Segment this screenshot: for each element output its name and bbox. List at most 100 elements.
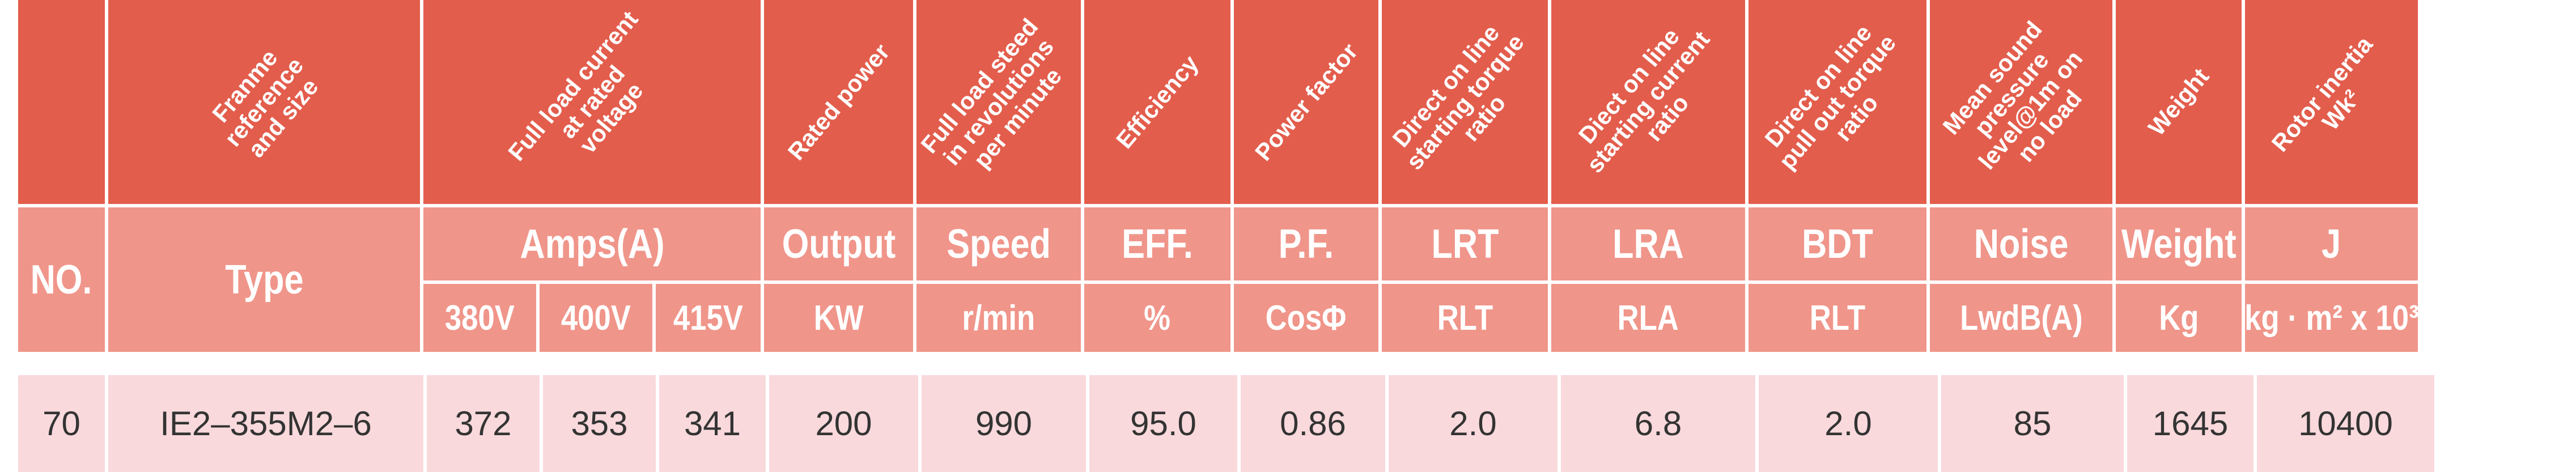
label-line: Efficiency — [1110, 50, 1204, 154]
data-cell: 6.8 — [1561, 375, 1755, 472]
cell-text: 2.0 — [1449, 405, 1497, 443]
column-name: LRT — [1431, 221, 1499, 267]
header-cell: Full load steed in revolutions per minute — [916, 0, 1081, 204]
header-cell: Mean sound pressure level@1m on no load — [1930, 0, 2112, 204]
cell-text: 10400 — [2298, 405, 2393, 443]
rotated-label: Weight — [2142, 63, 2214, 141]
data-cell: 2.0 — [1759, 375, 1938, 472]
column-unit: RLT — [1809, 298, 1866, 338]
header-cell: LwdB(A) — [1930, 284, 2112, 352]
data-cell: 990 — [922, 375, 1086, 472]
data-cell: 341 — [659, 375, 766, 472]
rotated-label: Efficiency — [1110, 50, 1204, 154]
header-cell: RLT — [1749, 284, 1926, 352]
header-cell: RLA — [1551, 284, 1745, 352]
cell-text: 341 — [684, 405, 741, 443]
rotated-label: Rated power — [782, 39, 895, 165]
data-cell: 1645 — [2127, 375, 2254, 472]
column-name: Amps(A) — [520, 221, 664, 267]
cell-text: 85 — [2013, 405, 2052, 443]
data-cell: 85 — [1941, 375, 2124, 472]
header-cell: CosΦ — [1234, 284, 1378, 352]
column-name: NO. — [31, 257, 92, 303]
cell-text: 353 — [571, 405, 628, 443]
cell-text: IE2–355M2–6 — [160, 405, 372, 443]
cell-text: 200 — [815, 405, 872, 443]
header-cell: BDT — [1749, 207, 1926, 280]
column-unit: r/min — [962, 298, 1036, 338]
label-line: Weight — [2142, 63, 2214, 141]
rotated-label: Direct on line pull out torque ratio — [1755, 14, 1920, 190]
cell-text: 0.86 — [1280, 405, 1346, 443]
header-cell: KW — [764, 284, 913, 352]
column-unit: 415V — [673, 298, 744, 338]
header-cell: Franme reference and size — [108, 0, 420, 204]
header-cell: kg · m² x 10³ — [2245, 284, 2418, 352]
header-cell: Kg — [2116, 284, 2242, 352]
rotated-label: Franme reference and size — [201, 37, 328, 167]
data-cell: 70 — [18, 375, 105, 472]
data-cell: 353 — [543, 375, 656, 472]
column-unit: 380V — [444, 298, 515, 338]
column-unit: kg · m² x 10³ — [2245, 298, 2418, 338]
column-name: Type — [224, 257, 304, 303]
header-cell: 380V — [423, 284, 536, 352]
column-name: Noise — [1974, 221, 2069, 267]
data-cell: IE2–355M2–6 — [108, 375, 423, 472]
header-cell: P.F. — [1234, 207, 1378, 280]
column-name: Speed — [947, 221, 1051, 267]
column-name: P.F. — [1278, 221, 1334, 267]
header-cell: 415V — [656, 284, 761, 352]
header-cell: EFF. — [1084, 207, 1230, 280]
column-name: BDT — [1802, 221, 1873, 267]
column-name: J — [2322, 221, 2341, 267]
cell-text: 990 — [975, 405, 1033, 443]
header-cell: Amps(A) — [423, 207, 761, 280]
rotated-label: Rotor inertia Wk² — [2266, 31, 2396, 172]
header-cell: Rated power — [764, 0, 913, 204]
data-cell: 2.0 — [1389, 375, 1558, 472]
header-cell: 400V — [540, 284, 652, 352]
data-cell: 95.0 — [1089, 375, 1237, 472]
rotated-label: Direct on line starting torque ratio — [1382, 14, 1548, 190]
header-cell: Power factor — [1234, 0, 1378, 204]
data-cell: 10400 — [2257, 375, 2434, 472]
header-cell: Rotor inertia Wk² — [2245, 0, 2418, 204]
header-cell: NO. — [18, 207, 105, 352]
rotated-label: Full load steed in revolutions per minute — [916, 14, 1081, 190]
header-cell: Diect on line starting current ratio — [1551, 0, 1745, 204]
column-unit: RLA — [1617, 298, 1679, 338]
column-unit: RLT — [1437, 298, 1493, 338]
header-cell: Weight — [2116, 207, 2242, 280]
header-cell: Speed — [916, 207, 1081, 280]
label-line: Rated power — [782, 39, 895, 165]
header-cell: Output — [764, 207, 913, 280]
column-unit: CosΦ — [1266, 298, 1347, 338]
rotated-label: Power factor — [1249, 38, 1363, 166]
label-line: Power factor — [1249, 38, 1363, 166]
header-cell: r/min — [916, 284, 1081, 352]
header-cell: Noise — [1930, 207, 2112, 280]
rotated-label: Full load current at rated voltage — [503, 6, 681, 198]
header-cell: Direct on line pull out torque ratio — [1749, 0, 1926, 204]
cell-text: 6.8 — [1634, 405, 1682, 443]
header-cell — [18, 0, 105, 204]
column-name: Weight — [2121, 221, 2237, 267]
column-unit: LwdB(A) — [1959, 298, 2083, 338]
header-cell: J — [2245, 207, 2418, 280]
data-cell: 0.86 — [1241, 375, 1385, 472]
header-cell: % — [1084, 284, 1230, 352]
data-cell: 372 — [427, 375, 540, 472]
header-cell: Direct on line starting torque ratio — [1382, 0, 1548, 204]
cell-text: 1645 — [2152, 405, 2229, 443]
data-cell: 200 — [769, 375, 918, 472]
header-cell: LRA — [1551, 207, 1745, 280]
header-cell: Weight — [2116, 0, 2242, 204]
cell-text: 70 — [43, 405, 80, 443]
column-unit: % — [1144, 298, 1171, 338]
header-cell: Efficiency — [1084, 0, 1230, 204]
header-cell: RLT — [1382, 284, 1548, 352]
column-unit: KW — [813, 298, 864, 338]
cell-text: 95.0 — [1130, 405, 1196, 443]
